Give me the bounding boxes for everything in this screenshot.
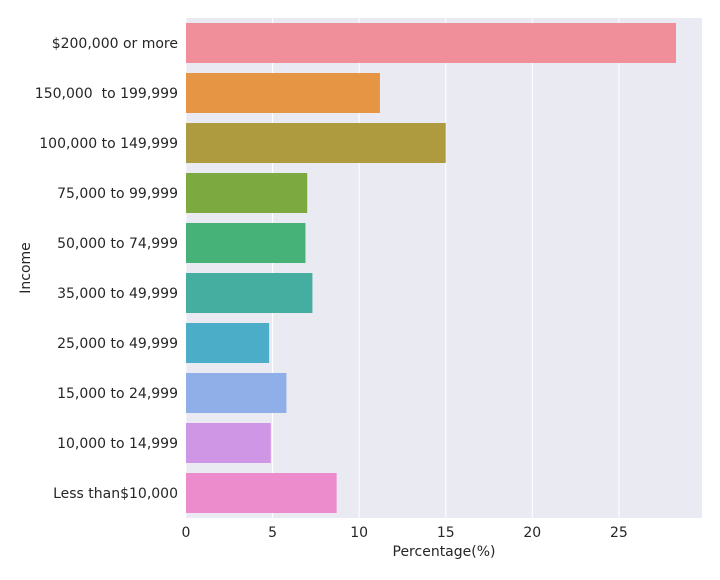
bar: [186, 423, 271, 463]
bar: [186, 473, 337, 513]
y-tick-label: 35,000 to 49,999: [57, 286, 178, 302]
x-tick-labels: 0 5 10 15 20 25: [182, 525, 628, 541]
y-axis-label: Income: [18, 242, 34, 294]
y-tick-labels: $200,000 or more 150,000 to 199,999 100,00…: [35, 36, 178, 502]
y-tick-label: 10,000 to 14,999: [57, 436, 178, 452]
bars: [186, 23, 677, 513]
y-tick-label: 150,000 to 199,999: [35, 86, 178, 102]
y-tick-label: 75,000 to 99,999: [57, 186, 178, 202]
x-tick-label: 10: [350, 525, 368, 541]
x-tick-label: 25: [610, 525, 628, 541]
bar: [186, 173, 308, 213]
x-tick-label: 15: [437, 525, 455, 541]
y-tick-label: Less than$10,000: [53, 486, 178, 502]
y-tick-label: 100,000 to 149,999: [39, 136, 178, 152]
y-tick-label: 25,000 to 49,999: [57, 336, 178, 352]
x-tick-label: 0: [182, 525, 191, 541]
bar: [186, 373, 287, 413]
y-tick-label: 15,000 to 24,999: [57, 386, 178, 402]
bar: [186, 323, 270, 363]
y-tick-label: 50,000 to 74,999: [57, 236, 178, 252]
bar: [186, 73, 380, 113]
bar: [186, 123, 446, 163]
bar: [186, 223, 306, 263]
x-tick-label: 20: [523, 525, 541, 541]
bar: [186, 273, 313, 313]
x-tick-label: 5: [268, 525, 277, 541]
y-tick-label: $200,000 or more: [52, 36, 178, 52]
bar: [186, 23, 677, 63]
x-axis-label: Percentage(%): [393, 544, 496, 560]
